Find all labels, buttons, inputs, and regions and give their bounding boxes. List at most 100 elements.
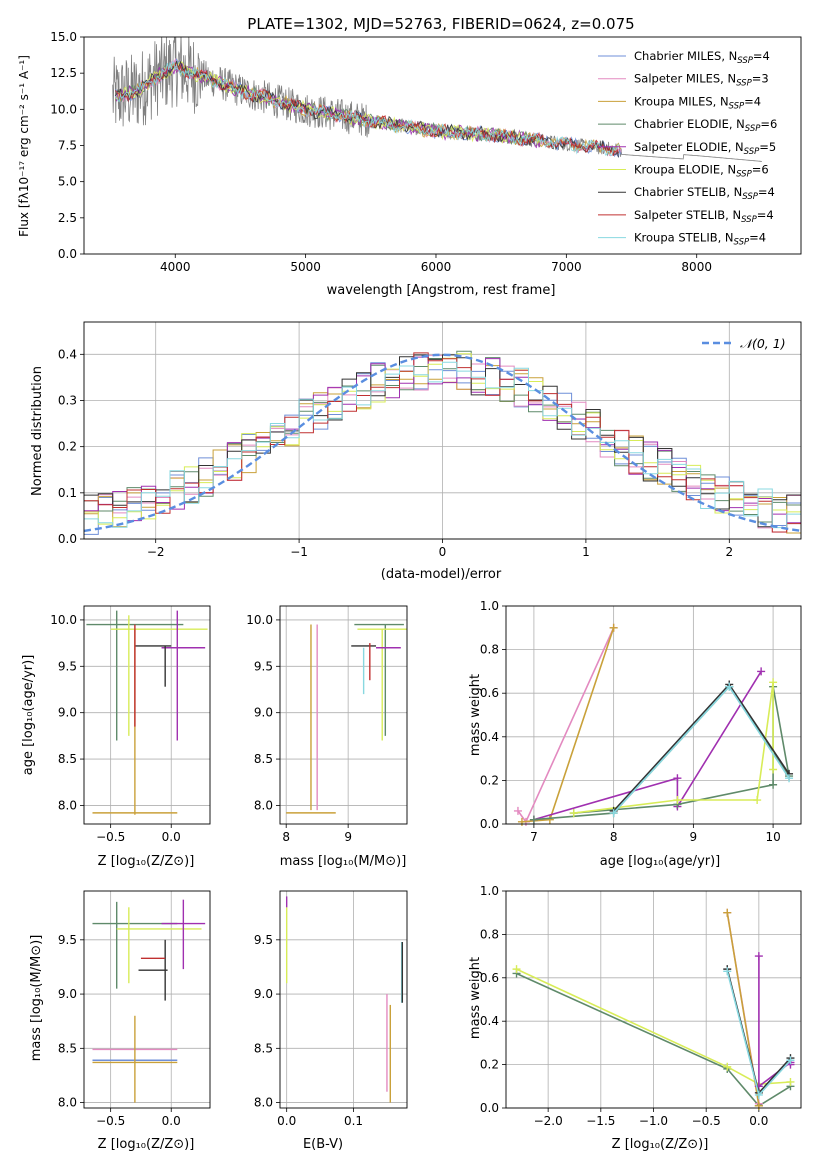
legend-label-name: Salpeter MILES, N [634, 72, 736, 86]
legend-label-sub: SSP [734, 238, 750, 248]
mass-weight-marker [769, 780, 778, 789]
axes-frame [505, 890, 802, 1109]
legend-label-tail: =4 [744, 94, 761, 108]
y-tick-label: 0.6 [480, 971, 499, 985]
x-tick-label: 2 [725, 545, 733, 559]
axes-frame [83, 605, 211, 825]
ticks: 4000 5000 6000 7000 8000 0.0 2.5 5.0 7.5 10.0 12.5… [50, 30, 712, 274]
residual-panel: −2 −1 0 1 2 0.0 0.1 0.2 0.3 0.4 𝒩(0, 1) (data-mode… [30, 321, 802, 582]
mass-vs-EBV-plot-area: 0.0 0.1 8.0 8.5 9.0 9.5 [254, 890, 408, 1128]
legend-label-name: Salpeter ELODIE, N [634, 140, 744, 154]
mass-weight-marker [513, 806, 522, 815]
y-tick-label: 1.0 [480, 884, 499, 898]
axes-frame [83, 890, 211, 1109]
legend-label: 𝒩(0, 1) [740, 336, 786, 351]
y-tick-label: 12.5 [50, 66, 77, 80]
residual-histogram [84, 354, 801, 528]
mass-weight-marker [754, 1101, 763, 1110]
mass-vs-EBV-xlabel: E(B-V) [303, 1137, 343, 1152]
y-tick-label: 9.5 [58, 659, 77, 673]
x-tick-label: −1.0 [639, 1114, 668, 1128]
x-tick-label: 0.0 [162, 830, 181, 844]
y-tick-label: 0.6 [480, 686, 499, 700]
y-tick-label: 9.5 [254, 933, 273, 947]
massweight-vs-age-panel: 7 8 9 10 0.0 0.2 0.4 0.6 0.8 1.0 age [log₁₀(age/y… [468, 599, 802, 869]
y-tick-label: 10.0 [246, 613, 273, 627]
y-tick-label: 5.0 [58, 175, 77, 189]
y-tick-label: 8.0 [254, 1096, 273, 1110]
legend-label-name: Kroupa MILES, N [634, 94, 729, 108]
legend-label: Kroupa STELIB, NSSP=4 [634, 231, 766, 248]
massweight-vs-Z-xlabel: Z [log₁₀(Z/Z⊙)] [612, 1137, 709, 1152]
legend-label-sub: SSP [729, 101, 745, 111]
age-vs-Z-ylabel: age [log₁₀(age/yr)] [21, 655, 36, 776]
mass-weight-marker [517, 817, 526, 826]
x-tick-label: 9 [690, 830, 698, 844]
ticks: 8 9 8.0 8.5 9.0 9.5 10.0 [246, 613, 352, 844]
plot-background [84, 606, 210, 824]
y-tick-label: 9.0 [254, 987, 273, 1001]
age-vs-Z-xlabel: Z [log₁₀(Z/Z⊙)] [98, 854, 195, 869]
mass-weight-marker [723, 967, 732, 976]
legend-label: Chabrier ELODIE, NSSP=6 [634, 117, 777, 134]
y-tick-label: 0.0 [480, 1101, 499, 1115]
y-tick-label: 9.0 [58, 987, 77, 1001]
massweight-vs-age-ylabel: mass weight [468, 674, 483, 756]
legend-label-sub: SSP [742, 192, 758, 202]
y-tick-label: 0.8 [480, 927, 499, 941]
mass-vs-Z-ylabel: mass [log₁₀(M/M⊙)] [29, 935, 44, 1062]
legend-label-tail: =6 [760, 117, 777, 131]
plot-content [92, 899, 206, 1103]
model-spectrum-line [114, 62, 619, 157]
y-tick-label: 8.0 [254, 798, 273, 812]
x-tick-label: 0.0 [277, 1114, 296, 1128]
mass-weight-marker [753, 796, 762, 805]
legend-label-tail: =4 [753, 49, 770, 63]
legend-label-sub: SSP [741, 215, 757, 225]
y-tick-label: 10.0 [50, 613, 77, 627]
mass-weight-line [516, 968, 791, 1085]
axes-frame [83, 36, 802, 255]
residual-legend: 𝒩(0, 1) [702, 336, 786, 351]
mass-vs-EBV-panel: 0.0 0.1 8.0 8.5 9.0 9.5 E(B-V) [254, 890, 408, 1152]
x-tick-label: 6000 [421, 260, 452, 274]
y-tick-label: 9.0 [58, 706, 77, 720]
plot-background [84, 891, 210, 1108]
ticks: 7 8 9 10 0.0 0.2 0.4 0.6 0.8 1.0 [480, 599, 781, 844]
mass-weight-marker [609, 623, 618, 632]
massweight-vs-Z-ylabel: mass weight [468, 957, 483, 1039]
y-tick-label: 0.0 [58, 532, 77, 546]
legend-label-sub: SSP [736, 79, 752, 89]
mass-weight-marker [757, 667, 766, 676]
plot-background [280, 606, 407, 824]
y-tick-label: 8.5 [254, 752, 273, 766]
mass-weight-line [533, 670, 762, 821]
y-tick-label: 0.2 [480, 773, 499, 787]
residual-xlabel: (data-model)/error [381, 567, 502, 582]
model-spectrum-line [114, 60, 619, 157]
model-spectrum-line [115, 65, 541, 147]
x-tick-label: 0.1 [344, 1114, 363, 1128]
mass-weight-marker [673, 796, 682, 805]
spectrum-plot-area: 4000 5000 6000 7000 8000 0.0 2.5 5.0 7.5 10.0 12.5… [50, 30, 802, 274]
mass-weight-marker [529, 815, 538, 824]
mass-weight-marker [545, 815, 554, 824]
y-tick-label: 0.2 [480, 1058, 499, 1072]
normal-curve [83, 353, 802, 533]
mass-weight-marker [769, 765, 778, 774]
age-vs-mass-xlabel: mass [log₁₀(M/M⊙)] [280, 854, 407, 869]
plot-content [512, 908, 795, 1110]
y-tick-label: 0.2 [58, 440, 77, 454]
mass-weight-marker [725, 682, 734, 691]
x-tick-label: 4000 [160, 260, 191, 274]
y-tick-label: 0.4 [58, 347, 77, 361]
y-tick-label: 0.1 [58, 486, 77, 500]
ticks: −2.0 −1.5 −1.0 −0.5 0.0 0.0 0.2 0.4 0.6 0.8 1.0 [480, 884, 768, 1128]
mass-weight-marker [512, 965, 521, 974]
x-tick-label: 8 [282, 830, 290, 844]
legend-label-tail: =4 [749, 231, 766, 245]
y-tick-label: 8.0 [58, 1096, 77, 1110]
age-vs-Z-panel: −0.5 0.08.08.59.09.510.0 Z [log₁₀(Z/Z⊙)] … [21, 605, 211, 869]
axes-frame [279, 890, 408, 1109]
y-tick-label: 0.4 [480, 1014, 499, 1028]
